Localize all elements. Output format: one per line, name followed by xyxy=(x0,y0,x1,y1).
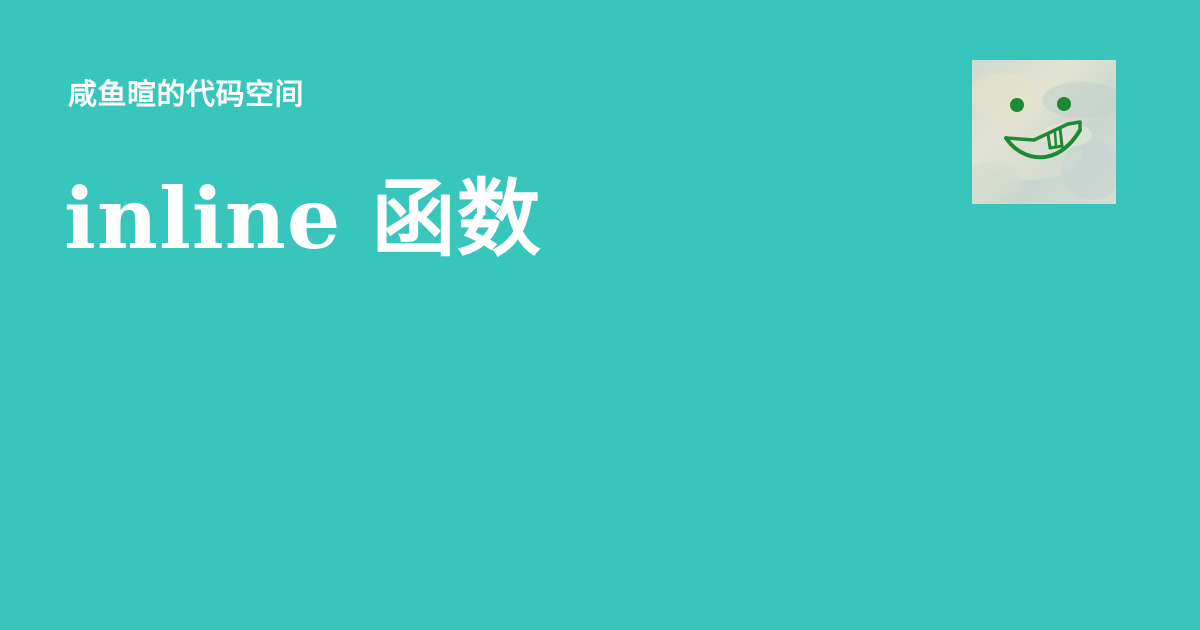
page-title: inline 函数 xyxy=(64,169,542,268)
avatar xyxy=(972,60,1116,204)
site-name: 咸鱼暄的代码空间 xyxy=(68,77,305,111)
smiley-face-avatar-icon xyxy=(972,60,1116,204)
